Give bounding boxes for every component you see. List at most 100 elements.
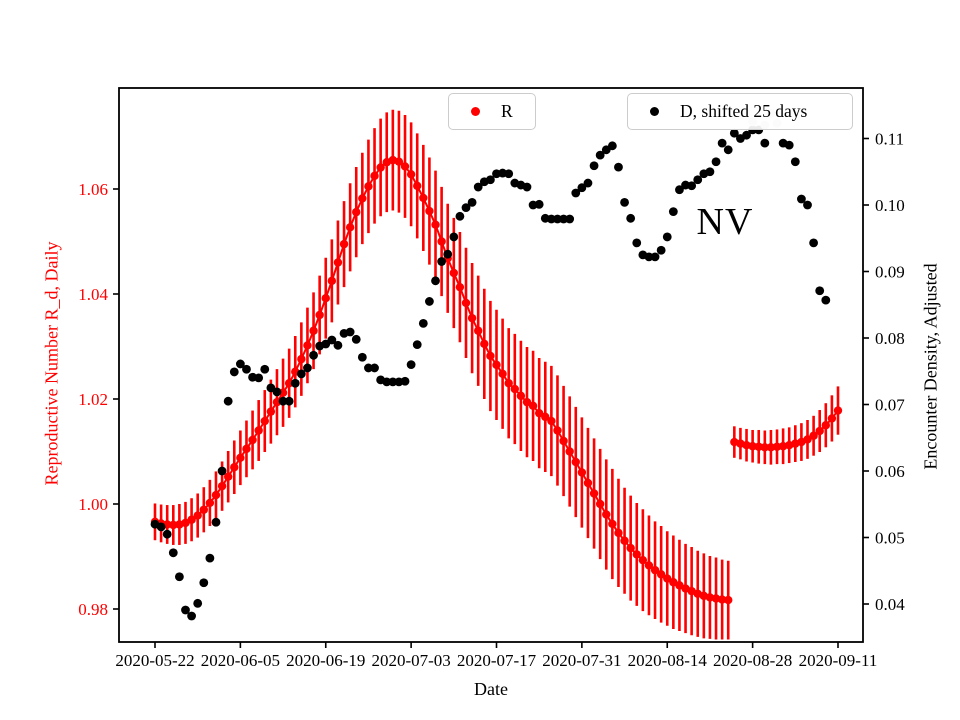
d-point — [290, 378, 300, 388]
r-point — [815, 426, 824, 436]
d-point — [797, 194, 806, 204]
r-point — [248, 435, 257, 445]
r-point — [760, 443, 770, 452]
d-point — [400, 376, 410, 386]
r-point — [169, 520, 178, 530]
y-left-tick-label: 1.00 — [78, 495, 108, 514]
r-point — [205, 498, 215, 508]
d-point — [589, 161, 599, 171]
d-point — [357, 352, 367, 362]
r-point — [486, 351, 495, 361]
r-point — [620, 536, 629, 545]
d-point — [504, 169, 514, 179]
state-annotation: NV — [696, 201, 754, 243]
d-point — [803, 200, 812, 210]
y-right-tick-label: 0.05 — [875, 529, 905, 548]
d-point — [607, 141, 617, 151]
d-point — [412, 340, 422, 350]
r-point — [583, 478, 593, 488]
d-point — [455, 211, 465, 221]
d-point — [437, 257, 447, 266]
r-point — [425, 206, 434, 216]
d-point — [687, 181, 697, 191]
d-point — [278, 396, 288, 406]
r-point — [297, 354, 306, 364]
legend-d-marker-icon — [650, 107, 659, 116]
r-point — [187, 515, 196, 524]
d-point — [162, 529, 172, 539]
r-point — [321, 294, 330, 303]
d-point — [632, 238, 642, 248]
r-point — [266, 407, 276, 416]
x-tick-label: 2020-06-19 — [286, 651, 365, 670]
d-point — [815, 286, 825, 296]
d-point — [254, 373, 264, 383]
d-point — [614, 162, 623, 172]
r-point — [303, 341, 312, 350]
r-point — [406, 170, 416, 179]
x-tick-label: 2020-07-31 — [542, 651, 621, 670]
r-point — [315, 310, 324, 320]
r-point — [528, 401, 538, 411]
d-point — [821, 295, 831, 305]
r-point — [254, 426, 263, 435]
r-point — [217, 481, 227, 491]
r-point — [663, 574, 672, 583]
d-point — [461, 203, 471, 213]
y-right-tick-label: 0.08 — [875, 329, 905, 348]
d-point — [467, 197, 477, 207]
r-point — [553, 426, 562, 435]
d-point — [565, 214, 575, 224]
d-point — [729, 128, 739, 138]
r-point — [498, 369, 507, 378]
d-point — [418, 318, 428, 328]
d-point — [626, 213, 636, 223]
r-point — [419, 193, 428, 203]
x-axis-title: Date — [474, 679, 508, 699]
r-point — [748, 442, 757, 451]
r-point — [455, 282, 465, 292]
y-left-tick-label: 1.04 — [78, 285, 108, 304]
d-point — [235, 359, 245, 369]
r-point — [504, 379, 513, 388]
r-point — [284, 379, 294, 388]
d-point — [784, 140, 794, 150]
r-point — [632, 550, 641, 559]
d-point — [431, 276, 440, 286]
r-point — [413, 181, 422, 191]
x-tick-label: 2020-09-11 — [799, 651, 878, 670]
r-point — [541, 412, 550, 422]
y-left-tick-label: 0.98 — [78, 600, 108, 619]
d-point — [242, 364, 251, 374]
d-point — [595, 150, 605, 160]
r-point — [510, 384, 519, 394]
r-point — [370, 171, 379, 181]
r-point — [559, 436, 568, 446]
r-point — [339, 239, 349, 249]
r-point — [480, 339, 489, 349]
d-point — [760, 138, 770, 148]
r-point — [516, 391, 526, 401]
d-point — [559, 214, 568, 224]
r-point — [724, 595, 733, 605]
d-point — [717, 138, 727, 148]
d-point — [668, 207, 678, 217]
r-point — [754, 442, 763, 451]
r-point — [260, 416, 269, 426]
d-point — [205, 553, 215, 563]
r-point — [352, 207, 361, 217]
right-axis-title: Encounter Density, Adjusted — [920, 263, 941, 470]
r-point — [595, 499, 605, 509]
r-point — [211, 490, 221, 500]
r-point — [827, 414, 837, 423]
d-point — [345, 327, 355, 337]
y-right-tick-label: 0.11 — [875, 130, 904, 149]
y-right-tick-label: 0.06 — [875, 462, 905, 481]
d-point — [742, 130, 751, 140]
plot-border — [118, 87, 864, 643]
d-points — [150, 125, 831, 621]
legend-d-label: D, shifted 25 days — [680, 101, 808, 121]
r-point — [821, 421, 831, 430]
d-point — [656, 245, 666, 255]
legend-r-label: R — [501, 101, 513, 121]
